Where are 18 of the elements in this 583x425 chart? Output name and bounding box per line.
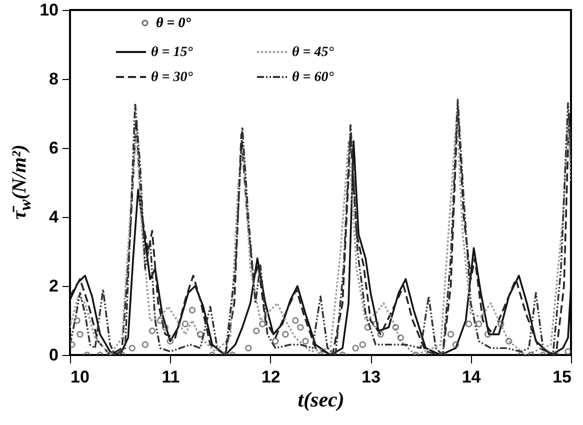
x-tick-label: 11 [162,368,180,386]
x-axis-title: t(sec) [298,388,344,412]
y-tick-label: 6 [49,138,58,158]
legend-label: θ = 60° [292,70,334,85]
legend-label: θ = 0° [156,16,192,31]
y-tick-label: 4 [49,208,60,226]
y-tick-label: 0 [49,346,58,364]
x-tick-label: 13 [362,368,381,386]
legend-label: θ = 30° [151,70,194,85]
legend-label: θ = 15° [151,45,194,60]
x-tick-label: 12 [261,368,280,386]
x-tick-label: 15 [552,368,572,386]
x-tick-label: 10 [70,368,90,386]
legend-label: θ = 45° [292,45,334,60]
x-tick-label: 14 [462,368,482,386]
y-tick-label: 2 [49,276,58,296]
y-tick-label: 10 [40,0,58,20]
y-tick-label: 8 [49,70,58,88]
